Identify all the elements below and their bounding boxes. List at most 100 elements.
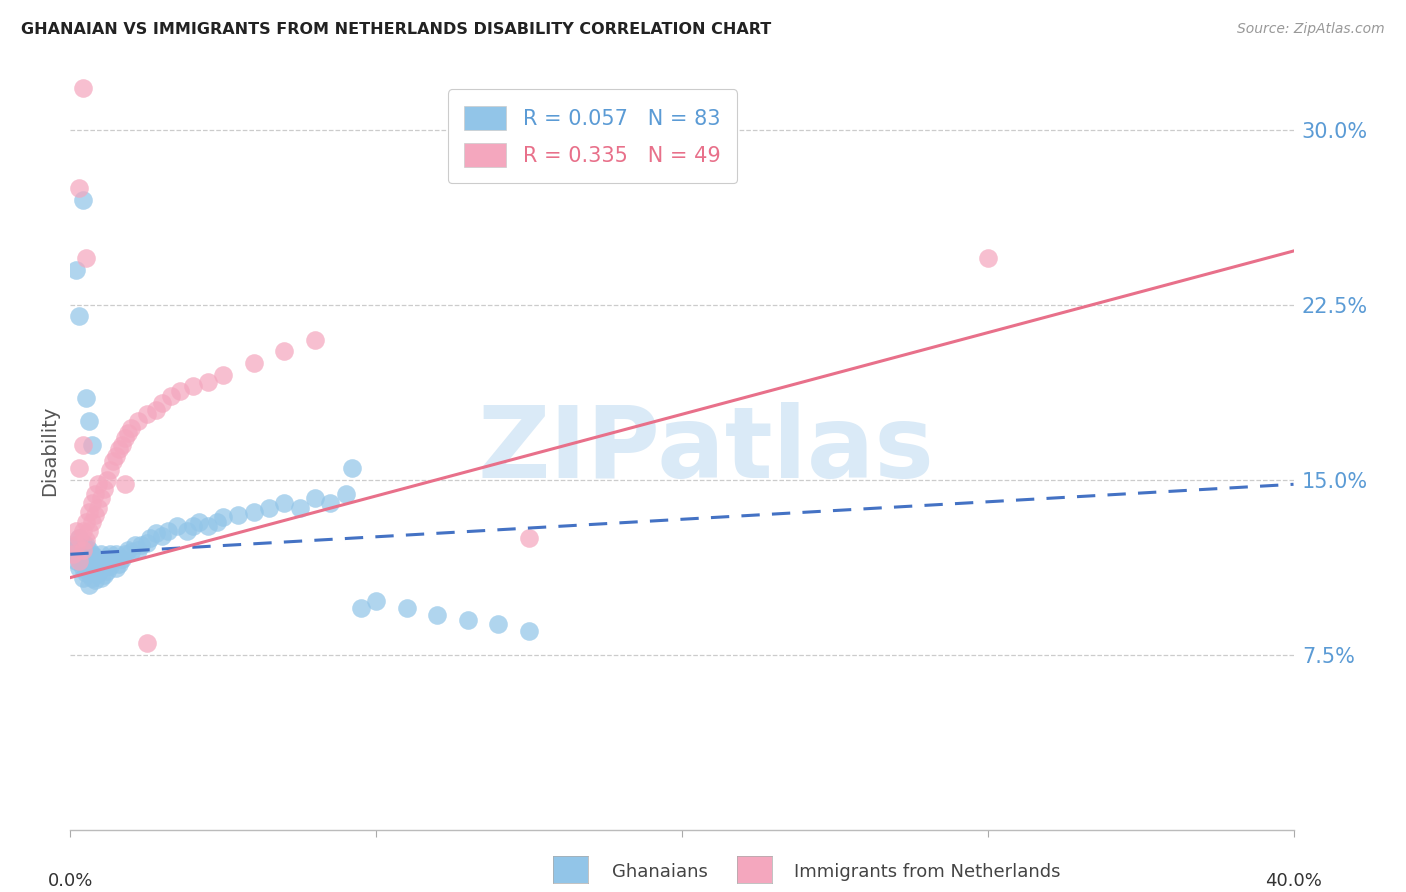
Point [135,636,157,650]
Point [69,545,91,559]
Point [75,391,97,405]
Text: ZIPatlas: ZIPatlas [478,402,935,499]
Point [83,573,105,587]
Point [72,524,94,538]
Point [80,571,103,585]
Point [96,564,118,578]
Point [98,558,121,573]
Point [90,547,112,561]
Point [150,395,173,409]
Point [72,571,94,585]
Point [212,510,235,524]
Point [150,528,173,542]
Point [77,505,100,519]
Point [366,594,388,608]
Point [72,193,94,207]
Point [83,486,105,500]
Point [160,389,183,403]
Point [77,554,100,568]
Point [105,561,128,575]
Point [75,566,97,580]
Point [124,538,146,552]
Point [83,549,105,564]
Point [181,379,204,393]
Point [87,554,110,568]
Point [187,515,209,529]
Point [101,454,124,468]
Point [228,508,250,522]
Point [176,524,198,538]
Point [108,557,131,571]
Point [80,437,103,451]
Point [457,613,479,627]
Point [273,496,295,510]
Point [80,558,103,573]
Text: 0.0%: 0.0% [48,871,93,889]
Point [77,566,100,580]
Text: Immigrants from Netherlands: Immigrants from Netherlands [794,863,1062,881]
Point [72,552,94,566]
Point [304,333,326,347]
Point [75,251,97,265]
Point [243,356,266,370]
Point [65,538,87,552]
Point [101,552,124,566]
Point [75,547,97,561]
Point [257,500,280,515]
Point [75,538,97,552]
Legend: R = 0.057   N = 83, R = 0.335   N = 49: R = 0.057 N = 83, R = 0.335 N = 49 [447,89,737,184]
Point [69,310,91,324]
Point [62,547,84,561]
Point [77,414,100,428]
Point [69,538,91,552]
Point [72,545,94,559]
Text: GHANAIAN VS IMMIGRANTS FROM NETHERLANDS DISABILITY CORRELATION CHART: GHANAIAN VS IMMIGRANTS FROM NETHERLANDS … [21,22,772,37]
Point [111,552,134,566]
Point [69,552,91,566]
Point [121,421,143,435]
Point [72,80,94,95]
Point [69,531,91,545]
Point [517,624,540,639]
Point [65,547,87,561]
Point [304,491,326,506]
Point [65,262,87,277]
Point [90,558,112,573]
Point [350,601,373,615]
Point [98,547,121,561]
Point [335,486,357,500]
Point [80,496,103,510]
Point [72,535,94,549]
Point [65,538,87,552]
Point [488,617,510,632]
Point [62,542,84,557]
Point [197,375,219,389]
Point [65,524,87,538]
Point [72,437,94,451]
Point [127,542,149,557]
Text: Source: ZipAtlas.com: Source: ZipAtlas.com [1237,22,1385,37]
Point [117,542,139,557]
Y-axis label: Disability: Disability [41,405,59,496]
Point [77,577,100,591]
Point [139,531,162,545]
Point [169,384,191,398]
Text: 40.0%: 40.0% [1265,871,1322,889]
Point [117,425,139,440]
Point [319,496,342,510]
Point [145,526,167,541]
Point [108,442,131,457]
Point [77,542,100,557]
Point [395,601,418,615]
Point [90,491,112,506]
Point [93,568,115,582]
Point [145,402,167,417]
Point [157,524,180,538]
Point [135,535,157,549]
Point [90,571,112,585]
Point [65,554,87,568]
Point [205,515,228,529]
Point [129,538,152,552]
Point [340,461,363,475]
Point [288,500,311,515]
